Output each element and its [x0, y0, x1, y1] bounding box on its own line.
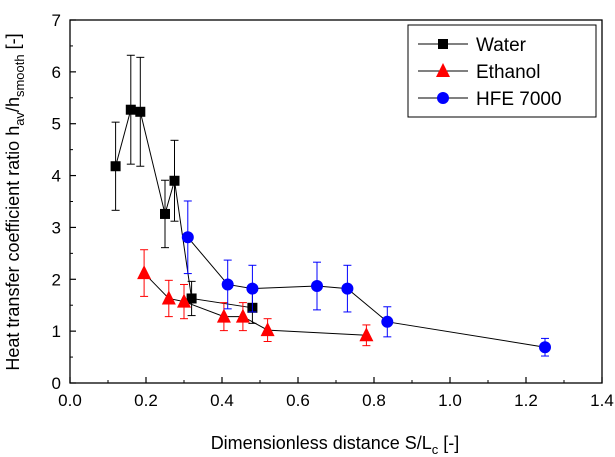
data-point: [186, 293, 197, 304]
legend-label: HFE 7000: [476, 89, 562, 110]
x-tick-label: 0.0: [58, 391, 82, 410]
x-tick-label: 1.0: [438, 391, 462, 410]
legend-marker: [437, 92, 449, 104]
y-tick-label: 1: [52, 322, 61, 341]
data-point: [110, 161, 121, 172]
series-circle: [181, 200, 551, 357]
y-tick-label: 5: [52, 115, 61, 134]
y-tick-label: 6: [52, 63, 61, 82]
x-tick-label: 1.2: [514, 391, 538, 410]
data-point: [135, 106, 146, 117]
y-tick-label: 7: [52, 11, 61, 30]
legend-label: Water: [476, 35, 527, 56]
y-axis-label: Heat transfer coefficient ratio hav/hsmo…: [3, 33, 27, 370]
legend-label: Ethanol: [476, 62, 540, 83]
data-point: [177, 293, 191, 308]
y-axis: 0 1 2 3 4 5 6 7: [52, 11, 76, 393]
data-point: [160, 208, 170, 219]
data-point: [235, 308, 250, 323]
y-tick-label: 2: [52, 270, 61, 289]
data-point: [161, 290, 176, 305]
x-tick-label: 0.8: [362, 391, 386, 410]
legend: Water Ethanol HFE 7000: [407, 24, 597, 118]
data-point: [246, 282, 259, 295]
legend-marker: [436, 63, 450, 77]
data-point: [221, 278, 234, 291]
data-point: [341, 282, 354, 295]
x-axis-label: Dimensionless distance S/Lc [-]: [211, 433, 460, 457]
x-tick-label: 0.6: [286, 391, 310, 410]
data-point: [216, 308, 231, 323]
x-tick-label: 0.2: [134, 391, 158, 410]
data-point: [181, 231, 194, 244]
data-point: [260, 322, 275, 337]
data-point: [311, 280, 323, 293]
x-tick-label: 1.4: [590, 391, 614, 410]
legend-item: Ethanol: [418, 62, 540, 83]
y-tick-label: 4: [52, 167, 61, 186]
x-tick-label: 0.4: [210, 391, 234, 410]
legend-item: Water: [418, 35, 527, 56]
legend-marker: [438, 39, 448, 49]
data-point: [381, 315, 394, 328]
series-layer: [110, 54, 551, 357]
data-point: [539, 341, 551, 354]
data-point: [125, 104, 136, 115]
legend-item: HFE 7000: [418, 89, 562, 110]
series-triangle: [137, 249, 374, 347]
data-point: [359, 327, 374, 342]
data-point: [169, 175, 180, 186]
data-point: [137, 265, 152, 280]
y-tick-label: 0: [52, 374, 61, 393]
x-axis: 0.0 0.2 0.4 0.6 0.8 1.0 1.2 1.4: [58, 377, 614, 410]
y-tick-label: 3: [52, 218, 61, 237]
